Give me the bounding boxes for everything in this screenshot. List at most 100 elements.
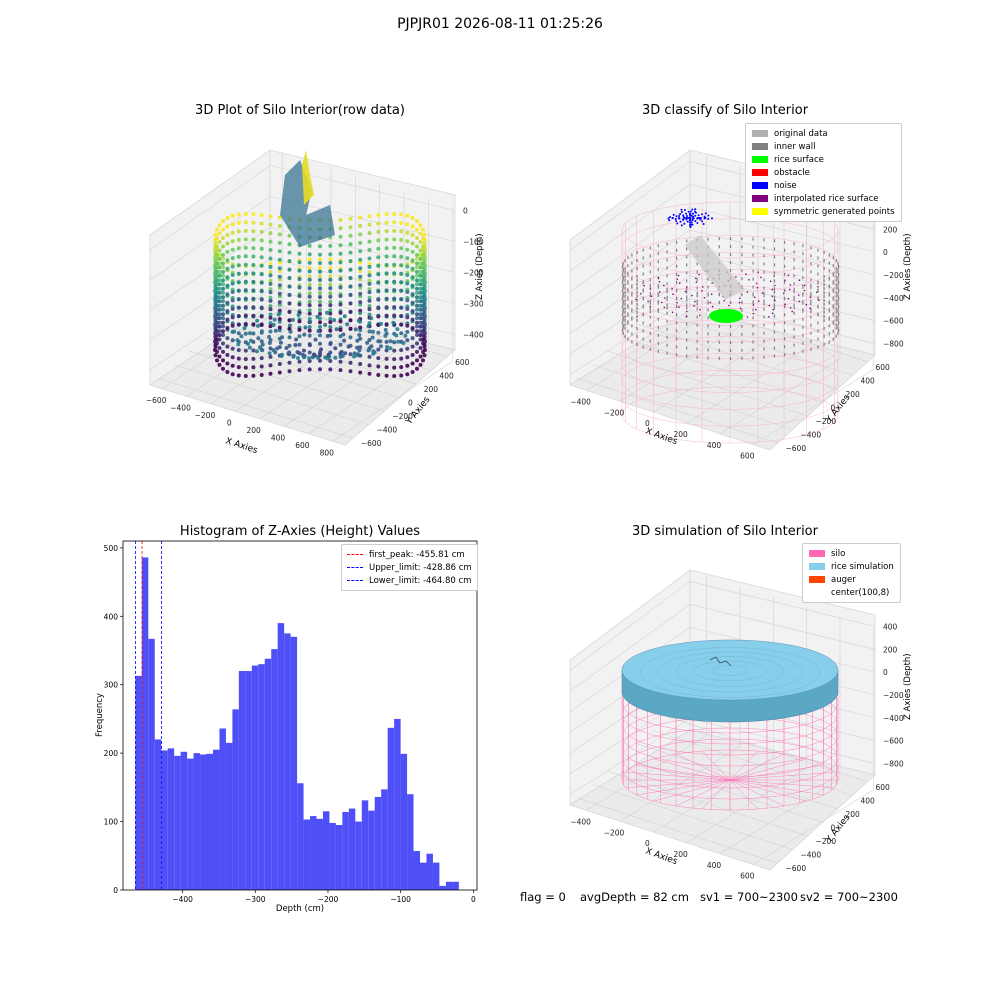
wall-point — [676, 272, 678, 276]
point — [319, 347, 323, 352]
wall-point — [773, 354, 776, 358]
point — [318, 286, 322, 291]
point — [415, 236, 419, 241]
point — [410, 300, 415, 305]
point — [236, 322, 241, 327]
point — [251, 373, 256, 378]
wall-point — [763, 331, 765, 335]
point — [230, 213, 235, 218]
point — [392, 237, 397, 242]
point — [418, 316, 423, 321]
point — [405, 273, 410, 277]
x-tick-label: 400 — [271, 433, 286, 442]
silo-floor-spoke — [625, 779, 731, 789]
interp-point — [643, 284, 645, 287]
histogram-x-tick-label: −300 — [245, 895, 266, 904]
noise-point — [687, 210, 690, 213]
wall-point — [676, 296, 678, 300]
point — [236, 348, 241, 353]
wall-point — [752, 348, 754, 352]
point — [367, 338, 372, 342]
interp-point — [676, 278, 679, 281]
histogram-bar — [187, 758, 194, 890]
point — [328, 269, 333, 274]
interp-point — [803, 289, 806, 292]
point — [348, 250, 353, 255]
point — [307, 252, 312, 257]
point — [376, 330, 381, 335]
noise-point — [690, 214, 693, 217]
silo-floor-spoke — [675, 779, 731, 807]
point — [415, 256, 419, 261]
legend-original-data: original data — [752, 127, 895, 140]
interp-point — [772, 308, 774, 311]
wall-point — [773, 314, 776, 318]
point — [221, 295, 225, 300]
wall-point — [718, 245, 720, 249]
wall-point — [793, 303, 795, 307]
legend-silo: silo — [809, 547, 894, 560]
wall-point — [837, 283, 839, 287]
wall-point — [676, 329, 678, 333]
point — [213, 283, 218, 288]
wall-point — [763, 307, 765, 311]
point — [405, 256, 410, 261]
y-tick-label: 200 — [846, 390, 861, 399]
point — [415, 299, 419, 304]
point — [287, 250, 292, 255]
point — [217, 256, 222, 261]
wall-point — [622, 286, 624, 290]
wall-point — [832, 312, 834, 316]
noise-point — [675, 220, 678, 222]
silo-floor-spoke — [729, 750, 759, 781]
raw-3d-plot: −600−400−2000200400600800−600−400−200020… — [146, 149, 485, 457]
interp-point — [769, 280, 772, 283]
point — [399, 297, 404, 302]
point — [248, 331, 252, 336]
interp-point — [787, 274, 790, 277]
histogram-bar — [225, 742, 233, 890]
histogram-bar — [355, 821, 362, 890]
wall-point — [622, 291, 624, 295]
silo-floor-spoke — [729, 779, 785, 807]
point — [384, 339, 389, 344]
histogram-x-tick-label: −400 — [172, 895, 193, 904]
histogram-bar — [200, 754, 207, 890]
point — [297, 302, 302, 307]
wall-point — [657, 292, 659, 296]
point — [251, 288, 256, 293]
wall-point — [823, 267, 825, 270]
wall-point — [835, 334, 837, 338]
rice-contour — [657, 651, 803, 693]
point — [376, 263, 381, 268]
wall-point — [832, 304, 834, 308]
interp-point — [771, 288, 774, 291]
point — [410, 241, 415, 246]
histogram-bar — [407, 794, 414, 890]
point — [384, 229, 389, 234]
wall-point — [666, 335, 668, 339]
wall-point — [741, 245, 743, 249]
point — [297, 368, 302, 373]
point — [318, 324, 322, 329]
point — [358, 336, 363, 341]
grid-line — [686, 767, 807, 844]
wall-point — [741, 277, 743, 281]
point — [287, 326, 292, 331]
wall-point — [802, 268, 804, 272]
simulation-z-axis-label: Z Axies (Depth) — [903, 653, 913, 720]
point — [243, 220, 248, 225]
point — [251, 348, 256, 353]
point — [268, 231, 273, 236]
wall-point — [802, 317, 804, 321]
point — [296, 313, 301, 317]
point — [399, 254, 404, 259]
z-tick-label: −800 — [883, 760, 904, 769]
point — [243, 279, 248, 284]
wall-point — [823, 259, 825, 262]
wall-point — [642, 321, 644, 325]
wall-point — [657, 349, 659, 353]
wall-point — [624, 315, 626, 319]
silo-floor-spoke — [636, 764, 731, 781]
y-tick-label: −600 — [786, 864, 807, 873]
